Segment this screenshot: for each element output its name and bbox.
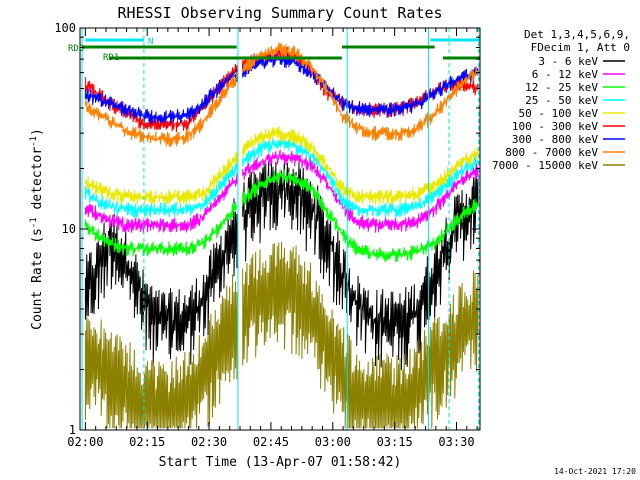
y-axis-label: Count Rate (s-1 detector-1) (29, 128, 45, 330)
y-axis-label-close: ) (30, 128, 45, 136)
x-tick-label: 02:15 (129, 435, 165, 449)
markers-layer: RD0 RD1 N (68, 28, 480, 430)
x-tick-label: 02:00 (67, 435, 103, 449)
series-6-12-kev (84, 149, 479, 233)
y-axis-label-detector: detector (30, 147, 45, 218)
x-tick-label: 03:30 (438, 435, 474, 449)
y-axis-label-exponent: -1 (29, 217, 39, 228)
rd1-label: RD1 (103, 53, 119, 63)
legend-label: 3 - 6 keV (538, 55, 598, 68)
legend-label: 12 - 25 keV (525, 81, 598, 94)
x-tick-label: 03:15 (377, 435, 413, 449)
series-3-6-kev (84, 158, 479, 371)
x-tick-label: 02:30 (191, 435, 227, 449)
series-trace (84, 137, 479, 218)
legend-label: 6 - 12 keV (532, 68, 599, 81)
x-tick-label: 03:00 (315, 435, 351, 449)
series-trace (84, 53, 479, 125)
series-layer (84, 42, 479, 429)
series-300-800-kev (84, 53, 479, 125)
y-tick-label: 100 (54, 21, 76, 35)
y-axis-ticks: 100 10 1 (54, 21, 480, 437)
legend-header-line-1: Det 1,3,4,5,6,9, (524, 28, 630, 41)
y-axis-label-main: Count Rate (s (30, 228, 45, 330)
y-tick-label: 10 (62, 222, 76, 236)
series-trace (84, 126, 479, 205)
legend-header-line-2: FDecim 1, Att 0 (531, 41, 630, 54)
series-7000-15000-kev (84, 241, 479, 429)
rd0-label: RD0 (68, 44, 84, 54)
series-trace (84, 158, 479, 371)
y-axis-label-detector-exponent: -1 (29, 136, 39, 147)
night-label: N (148, 37, 153, 47)
chart-title: RHESSI Observing Summary Count Rates (117, 4, 442, 22)
x-tick-label: 02:45 (253, 435, 289, 449)
series-25-50-kev (84, 137, 479, 218)
series-12-25-kev (84, 168, 479, 263)
series-trace (84, 241, 479, 429)
legend: Det 1,3,4,5,6,9, FDecim 1, Att 0 3 - 6 k… (492, 28, 630, 172)
series-trace (84, 42, 479, 148)
legend-label: 7000 - 15000 keV (492, 159, 598, 172)
legend-label: 50 - 100 keV (519, 107, 599, 120)
x-axis-label: Start Time (13-Apr-07 01:58:42) (159, 455, 402, 470)
legend-label: 800 - 7000 keV (505, 146, 598, 159)
series-50-100-kev (84, 126, 479, 205)
legend-label: 300 - 800 keV (512, 133, 598, 146)
x-axis-ticks: 02:00 02:15 02:30 02:45 03:00 03:15 03:30 (67, 28, 478, 449)
series-trace (84, 168, 479, 263)
y-tick-label: 1 (69, 423, 76, 437)
series-trace (84, 149, 479, 233)
series-800-7000-kev (84, 42, 479, 148)
footer-timestamp: 14-Oct-2021 17:20 (554, 467, 636, 476)
legend-label: 25 - 50 keV (525, 94, 598, 107)
legend-label: 100 - 300 keV (512, 120, 598, 133)
